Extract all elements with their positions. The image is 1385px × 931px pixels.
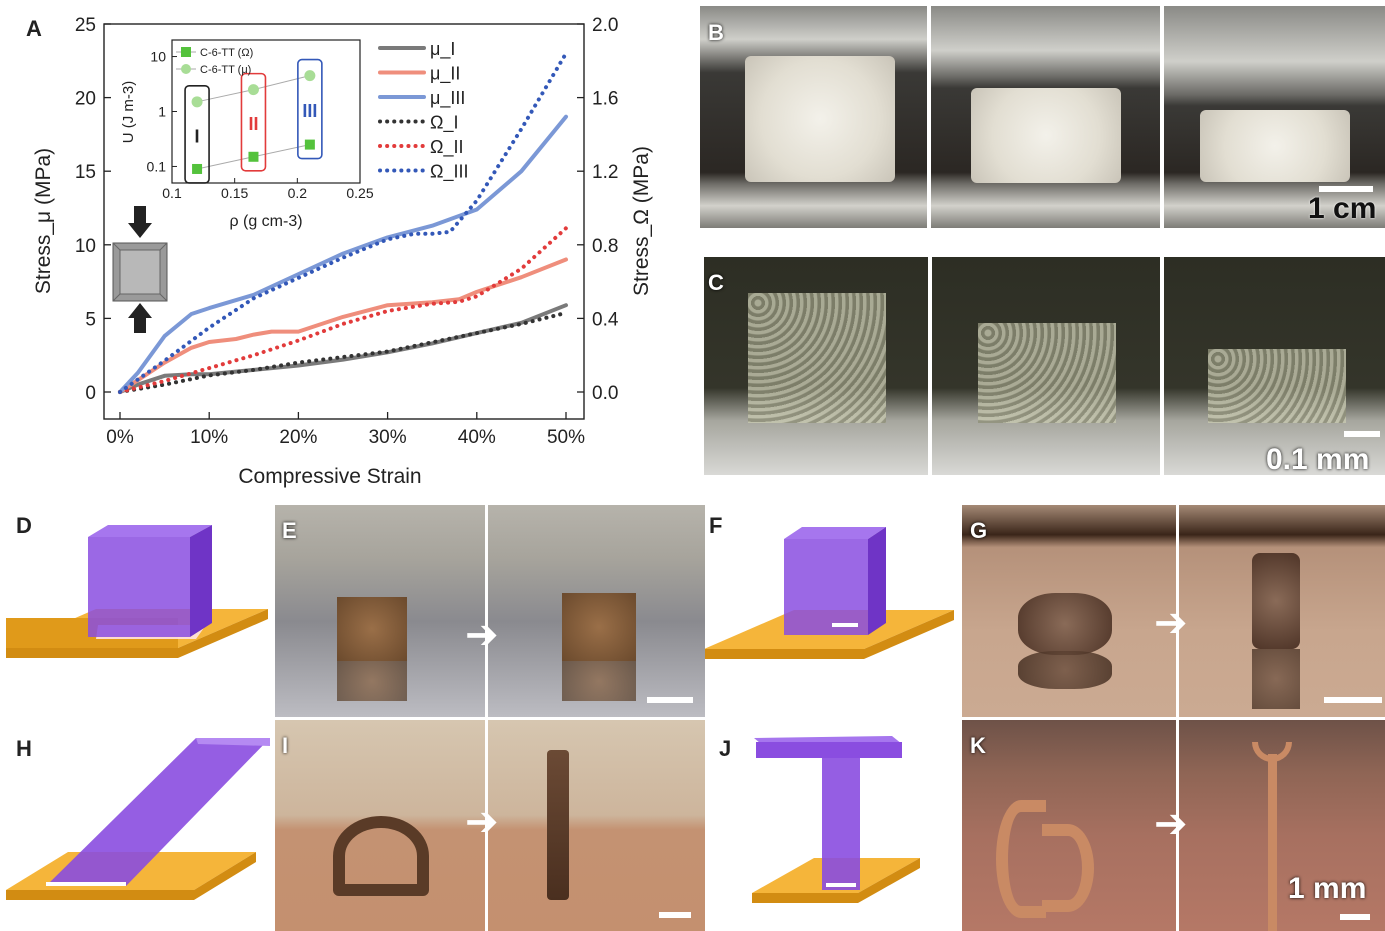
panel-i-photo: ➔ <box>275 720 705 931</box>
inset-x-tick-label: 0.1 <box>162 185 182 201</box>
series-line-mu-II <box>118 257 568 394</box>
panel-b-photo-2 <box>931 6 1160 228</box>
scale-text-c: 0.1 mm <box>1266 443 1370 476</box>
arrow-icon: ➔ <box>465 800 499 844</box>
inset-y-tick-label: 1 <box>158 104 166 120</box>
inset-square-point <box>192 163 203 174</box>
y-axis-label: Stress_μ (MPa) <box>32 148 55 294</box>
y-tick-label: 0 <box>85 383 96 404</box>
series-line-omega-I <box>118 310 568 394</box>
y2-tick-label: 1.2 <box>592 162 618 183</box>
panel-label-b: B <box>708 20 724 45</box>
x-tick-label: 10% <box>190 427 228 448</box>
y-tick-label: 25 <box>75 15 96 36</box>
scale-bar-k <box>1340 914 1370 920</box>
inset-x-tick-label: 0.2 <box>288 185 308 201</box>
legend-label: Ω_III <box>430 162 468 183</box>
inset-x-label: ρ (g cm-3) <box>229 213 302 230</box>
panel-e-photo: ➔ <box>275 505 705 717</box>
arrow-icon: ➔ <box>1154 601 1188 645</box>
scale-text-k: 1 mm <box>1288 872 1367 905</box>
inset-group-box <box>240 72 267 172</box>
legend-label: Ω_II <box>430 137 463 158</box>
panel-label-j: J <box>719 736 732 761</box>
y2-tick-label: 2.0 <box>592 15 618 36</box>
inset-y-tick-label: 0.1 <box>147 158 167 174</box>
inset-x-tick-label: 0.15 <box>221 185 248 201</box>
y-tick-label: 20 <box>75 89 96 110</box>
panel-label-e: E <box>282 518 297 543</box>
inset-circle-point <box>304 70 316 82</box>
inset-y-tick-label: 10 <box>150 49 166 65</box>
panel-c-photo-2 <box>932 257 1160 475</box>
scale-bar-g <box>1324 697 1382 703</box>
y2-tick-label: 1.6 <box>592 89 618 110</box>
panel-label-c: C <box>708 270 724 295</box>
panel-b-photo-1 <box>700 6 927 228</box>
inset-square-point <box>248 151 259 162</box>
y-tick-label: 5 <box>85 309 96 330</box>
inset-group-box <box>297 58 323 160</box>
plot-frame <box>103 23 585 420</box>
stress-strain-chart: 0% 10% 20% 30% 40% 50% 0 5 10 15 20 25 0.0 0.4 0.8 1.2 1… <box>32 15 653 488</box>
x-axis-label: Compressive Strain <box>238 465 421 488</box>
inset-circle-point <box>247 84 259 96</box>
x-tick-label: 30% <box>369 427 407 448</box>
inset-legend-marker <box>181 47 191 57</box>
legend-label: μ_I <box>430 39 455 60</box>
legend-label: Ω_I <box>430 113 458 134</box>
inset-x-tick-label: 0.25 <box>346 185 373 201</box>
panel-label-k: K <box>970 733 986 758</box>
x-tick-label: 20% <box>279 427 317 448</box>
panel-g-photo: ➔ <box>962 505 1385 717</box>
panel-f-schematic <box>704 527 954 659</box>
panel-c-photo-3 <box>1164 257 1385 475</box>
panel-h-schematic <box>6 738 270 900</box>
panel-b-photo-3 <box>1164 6 1385 228</box>
inset-group-label: III <box>302 101 317 121</box>
inset-group-box <box>184 85 210 184</box>
legend: μ_I μ_II μ_III Ω_I Ω_II Ω_III <box>378 39 468 183</box>
panel-label-d: D <box>16 513 32 538</box>
inset-legend-label: C-6-TT (Ω) <box>200 47 253 59</box>
scale-bar-i <box>659 912 691 918</box>
panel-label-h: H <box>16 736 32 761</box>
inset-legend-label: C-6-TT (μ) <box>200 64 251 76</box>
inset-group-label: II <box>248 114 258 134</box>
y-tick-label: 10 <box>75 236 96 257</box>
series-line-omega-II <box>118 226 568 394</box>
inset-y-label: U (J m-3) <box>120 81 137 144</box>
arrow-icon: ➔ <box>465 613 499 657</box>
x-tick-label: 50% <box>547 427 585 448</box>
inset-square-point <box>304 139 315 150</box>
y2-tick-label: 0.0 <box>592 383 618 404</box>
panel-j-schematic <box>752 736 920 903</box>
compression-schematic-icon <box>112 206 168 333</box>
panel-c-photo-1 <box>704 257 928 475</box>
x-tick-label: 0% <box>106 427 134 448</box>
scale-bar-e <box>647 697 693 703</box>
y2-tick-label: 0.4 <box>592 309 619 330</box>
panel-label-a: A <box>26 16 42 41</box>
x-tick-label: 40% <box>458 427 496 448</box>
arrow-icon: ➔ <box>1154 802 1188 846</box>
series-line-mu-III <box>118 114 568 394</box>
panel-k-photo: ➔ <box>962 720 1385 931</box>
scale-text-b: 1 cm <box>1308 192 1377 225</box>
panel-label-g: G <box>970 518 988 543</box>
inset-group-label: I <box>195 126 200 146</box>
panel-d-schematic <box>6 525 268 658</box>
inset-circle-point <box>191 96 203 108</box>
panel-label-f: F <box>709 513 723 538</box>
panel-label-i: I <box>282 733 289 758</box>
scale-bar-c <box>1344 431 1380 437</box>
y-tick-label: 15 <box>75 162 96 183</box>
inset-legend-marker <box>181 64 191 74</box>
y2-tick-label: 0.8 <box>592 236 618 257</box>
legend-label: μ_III <box>430 88 465 109</box>
scale-bar-b <box>1319 186 1373 192</box>
y2-axis-label: Stress_Ω (MPa) <box>630 146 653 296</box>
legend-label: μ_II <box>430 64 460 85</box>
